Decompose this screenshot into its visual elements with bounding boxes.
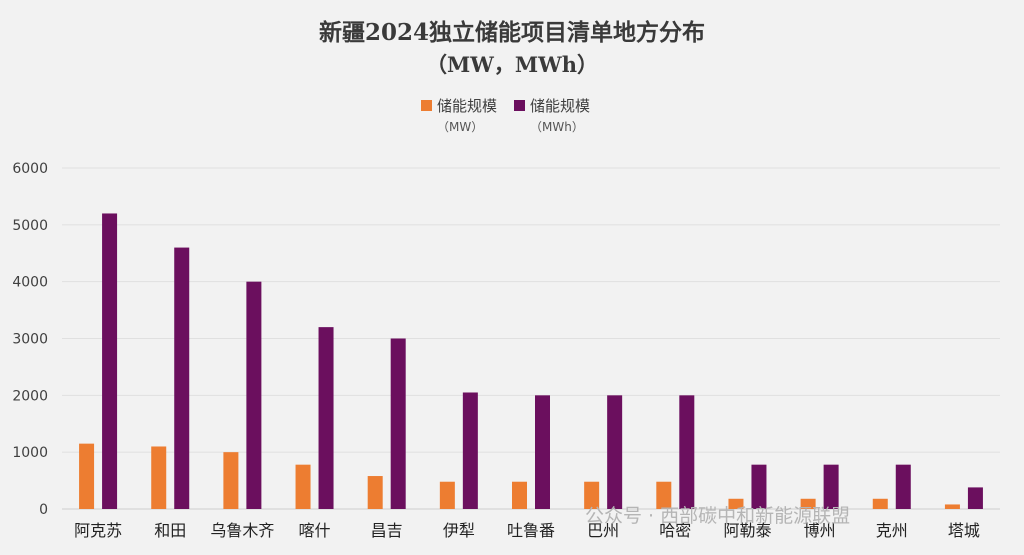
x-category-label: 巴州 — [587, 521, 619, 540]
bar-mwh — [462, 392, 478, 509]
x-category-label: 博州 — [804, 521, 836, 540]
bar-mw — [439, 481, 455, 509]
bar-mw — [512, 481, 527, 509]
bar-mw — [944, 504, 960, 509]
bar-mwh — [751, 464, 767, 509]
legend-swatch-mwh — [514, 100, 525, 111]
y-axis-ticks: 0 1000 2000 3000 4000 5000 6000 — [12, 161, 48, 518]
x-category-label: 昌吉 — [371, 521, 403, 540]
y-tick-label: 1000 — [12, 445, 48, 461]
x-category-label: 阿克苏 — [74, 521, 122, 540]
x-axis-labels: 阿克苏 和田 乌鲁木齐 喀什 昌吉 伊犁 吐鲁番 巴州 哈密 阿勒泰 博州 克州 塔城 — [74, 521, 980, 540]
bar-mwh — [174, 247, 190, 510]
x-category-label: 伊犁 — [443, 521, 475, 540]
legend-unit-mw: （MW） — [437, 120, 483, 134]
x-category-label: 塔城 — [948, 521, 980, 540]
x-category-label: 和田 — [154, 521, 186, 540]
legend-unit-mwh: （MWh） — [530, 120, 584, 134]
bar-mw — [728, 498, 744, 509]
bar-mwh — [318, 327, 334, 509]
bar-mw — [151, 446, 167, 509]
bar-mwh — [535, 395, 550, 509]
bar-mw — [295, 464, 311, 509]
x-category-label: 哈密 — [659, 521, 691, 540]
bar-mwh — [895, 464, 911, 509]
legend-swatch-mw — [421, 100, 432, 111]
bar-mw — [800, 498, 816, 509]
bar-mw — [367, 476, 383, 509]
bar-mw — [584, 481, 600, 509]
y-tick-label: 3000 — [12, 332, 48, 348]
x-category-label: 喀什 — [299, 521, 331, 540]
bar-mwh — [246, 281, 262, 509]
legend-label-mwh: 储能规模 — [530, 97, 590, 115]
y-tick-label: 5000 — [12, 218, 48, 234]
bars — [79, 213, 983, 510]
bar-mwh — [823, 464, 839, 509]
bar-mwh — [102, 213, 118, 509]
y-tick-label: 4000 — [12, 275, 48, 291]
bar-mw — [872, 498, 888, 509]
y-tick-label: 6000 — [12, 161, 48, 177]
x-category-label: 克州 — [876, 521, 908, 540]
watermark-text: 公众号 · 西部碳中和新能源联盟 — [585, 505, 850, 527]
y-tick-label: 0 — [39, 502, 48, 518]
bar-mw — [223, 452, 239, 509]
x-category-label: 阿勒泰 — [723, 521, 771, 540]
legend-label-mw: 储能规模 — [437, 97, 497, 115]
legend: 储能规模 （MW） 储能规模 （MWh） — [421, 97, 590, 134]
gridlines — [62, 167, 1000, 510]
chart-subtitle: （MW，MWh） — [426, 52, 598, 77]
x-category-label: 吐鲁番 — [507, 521, 555, 540]
chart-title: 新疆2024独立储能项目清单地方分布 — [319, 19, 705, 46]
y-tick-label: 2000 — [12, 388, 48, 404]
bar-mwh — [679, 395, 695, 509]
title-group: 新疆2024独立储能项目清单地方分布 （MW，MWh） — [319, 19, 705, 77]
bar-mwh — [967, 487, 983, 509]
x-category-label: 乌鲁木齐 — [210, 521, 274, 540]
bar-mwh — [607, 395, 623, 509]
bar-mw — [79, 443, 95, 509]
watermark: 公众号 · 西部碳中和新能源联盟 — [585, 505, 850, 527]
bar-mw — [656, 481, 672, 509]
bar-mwh — [390, 338, 406, 509]
